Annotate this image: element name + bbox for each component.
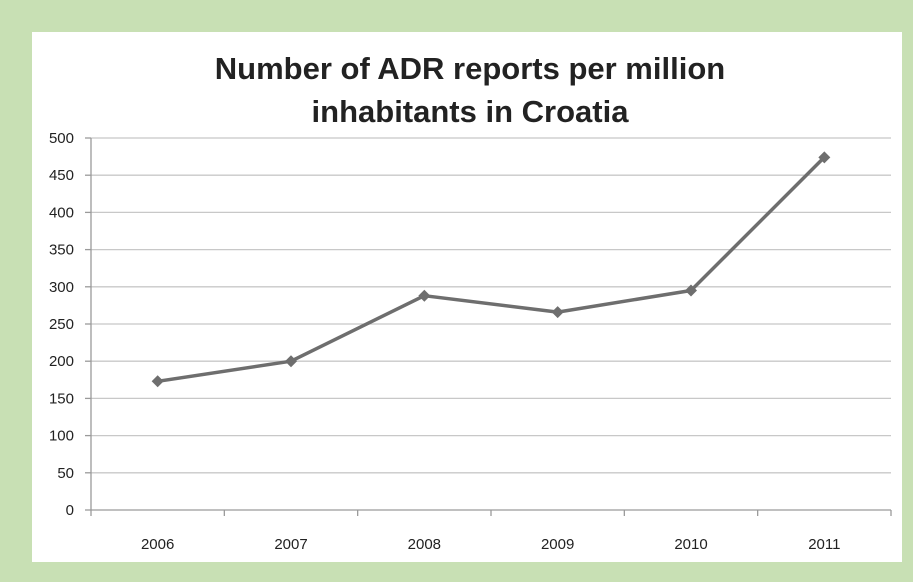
y-tick-label-300: 300: [49, 279, 74, 296]
y-tick-label-200: 200: [49, 353, 74, 370]
series-line-0: [157, 156, 826, 384]
gridlines: [91, 137, 891, 474]
y-tick-label-50: 50: [57, 465, 74, 482]
data-point-2011: [818, 151, 831, 164]
x-tick-label-2006: 2006: [141, 536, 174, 553]
data-point-2010: [685, 284, 697, 297]
data-point-2006: [151, 375, 164, 388]
axes: [85, 137, 892, 516]
data-point-2009: [551, 306, 564, 319]
y-tick-label-250: 250: [49, 316, 74, 333]
data-series: [151, 151, 831, 388]
y-axis-tick-labels: 0 50 100 150 200 250 300 350 400 450 500: [49, 130, 74, 519]
y-tick-label-350: 350: [49, 242, 74, 259]
y-tick-label-400: 400: [49, 204, 74, 221]
chart-title-line-2: inhabitants in Croatia: [312, 94, 630, 129]
x-tick-label-2011: 2011: [808, 536, 840, 553]
data-point-2008: [418, 289, 431, 302]
data-point-2007: [285, 355, 297, 368]
x-axis-tick-labels: 2006 2007 2008 2009 2010 2011: [141, 536, 840, 553]
y-tick-label-150: 150: [49, 390, 74, 407]
chart-title-line-1: Number of ADR reports per million: [215, 51, 725, 86]
chart-panel: [32, 32, 902, 562]
y-tick-label-0: 0: [66, 502, 74, 519]
x-tick-label-2008: 2008: [408, 536, 441, 553]
y-tick-label-450: 450: [49, 167, 74, 184]
x-tick-label-2010: 2010: [674, 536, 707, 553]
y-tick-label-100: 100: [49, 428, 74, 445]
y-tick-label-500: 500: [49, 130, 74, 147]
x-tick-label-2007: 2007: [274, 536, 307, 553]
chart-title: Number of ADR reports per million inhabi…: [215, 51, 725, 129]
x-tick-label-2009: 2009: [541, 536, 574, 553]
